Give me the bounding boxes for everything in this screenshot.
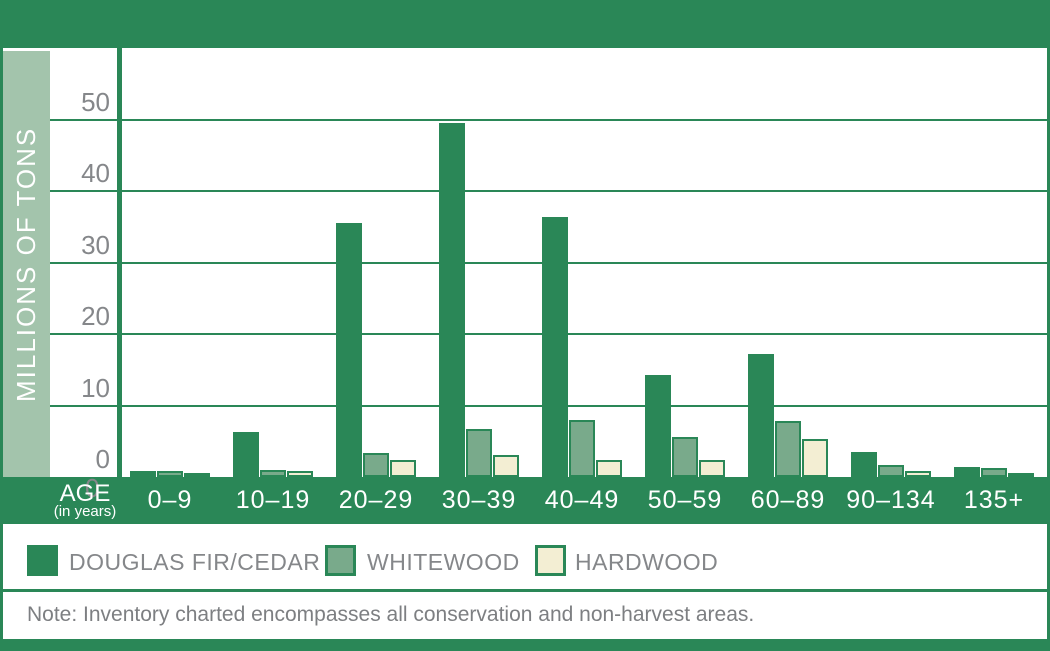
bar-whitewood-40-49 bbox=[569, 420, 595, 477]
bar-hardwood-40-49 bbox=[596, 460, 622, 477]
x-tick-label-135: 135+ bbox=[963, 486, 1025, 514]
bar-whitewood-60-89 bbox=[775, 421, 801, 477]
bar-whitewood-0-9 bbox=[157, 471, 183, 477]
bar-douglas-fir-cedar-40-49 bbox=[542, 217, 568, 477]
x-tick-label-30-39: 30–39 bbox=[441, 486, 517, 514]
bar-douglas-fir-cedar-10-19 bbox=[233, 432, 259, 477]
legend-label-whitewood: WHITEWOOD bbox=[367, 549, 520, 575]
top-title-band bbox=[0, 0, 1050, 48]
bar-whitewood-30-39 bbox=[466, 429, 492, 477]
x-tick-label-10-19: 10–19 bbox=[235, 486, 311, 514]
x-axis-origin-tick: 0 bbox=[85, 473, 100, 503]
y-tick-label-40: 40 bbox=[81, 158, 110, 188]
bar-hardwood-20-29 bbox=[390, 460, 416, 477]
note-area: Note: Inventory charted encompasses all … bbox=[3, 592, 1047, 639]
legend-label-douglas-fir-cedar: DOUGLAS FIR/CEDAR bbox=[69, 549, 321, 575]
x-tick-label-20-29: 20–29 bbox=[338, 486, 414, 514]
y-tick-label-10: 10 bbox=[81, 373, 110, 403]
legend-swatch-whitewood bbox=[325, 545, 356, 576]
bar-douglas-fir-cedar-60-89 bbox=[748, 354, 774, 477]
bottom-band bbox=[0, 639, 1050, 651]
note-text: Note: Inventory charted encompasses all … bbox=[27, 603, 755, 626]
page-border-right bbox=[1047, 0, 1050, 651]
gridline-40 bbox=[50, 190, 1047, 192]
gridline-50 bbox=[50, 119, 1047, 121]
x-tick-label-50-59: 50–59 bbox=[647, 486, 723, 514]
x-axis-subtitle: (in years) bbox=[53, 503, 117, 520]
bar-whitewood-90-134 bbox=[878, 465, 904, 477]
bar-whitewood-10-19 bbox=[260, 470, 286, 477]
note-divider-line bbox=[0, 589, 1050, 592]
legend-swatch-douglas-fir-cedar bbox=[27, 545, 58, 576]
bar-hardwood-30-39 bbox=[493, 455, 519, 477]
page-border-left bbox=[0, 0, 3, 651]
y-axis-line bbox=[117, 48, 122, 477]
bar-douglas-fir-cedar-50-59 bbox=[645, 375, 671, 477]
bar-whitewood-135 bbox=[981, 468, 1007, 477]
legend: DOUGLAS FIR/CEDAR WHITEWOOD HARDWOOD bbox=[3, 524, 1047, 589]
bar-hardwood-60-89 bbox=[802, 439, 828, 477]
y-tick-label-50: 50 bbox=[81, 87, 110, 117]
x-tick-label-0-9: 0–9 bbox=[147, 486, 193, 514]
bar-hardwood-10-19 bbox=[287, 471, 313, 477]
bar-hardwood-0-9 bbox=[184, 473, 210, 477]
bar-whitewood-50-59 bbox=[672, 437, 698, 477]
bar-hardwood-135 bbox=[1008, 473, 1034, 477]
x-tick-label-40-49: 40–49 bbox=[544, 486, 620, 514]
y-tick-label-20: 20 bbox=[81, 301, 110, 331]
y-tick-label-0: 0 bbox=[95, 444, 110, 474]
x-axis-band bbox=[0, 477, 1050, 524]
x-tick-label-90-134: 90–134 bbox=[846, 486, 936, 514]
y-tick-label-30: 30 bbox=[81, 230, 110, 260]
legend-swatch-hardwood bbox=[535, 545, 566, 576]
bar-douglas-fir-cedar-20-29 bbox=[336, 223, 362, 477]
bar-douglas-fir-cedar-30-39 bbox=[439, 123, 465, 477]
x-tick-label-60-89: 60–89 bbox=[750, 486, 826, 514]
x-axis-title: AGE bbox=[59, 480, 111, 507]
y-axis-title-strip: MILLIONS OF TONS bbox=[3, 51, 50, 477]
bar-douglas-fir-cedar-135 bbox=[954, 467, 980, 477]
bar-douglas-fir-cedar-90-134 bbox=[851, 452, 877, 477]
bar-hardwood-90-134 bbox=[905, 471, 931, 477]
bar-douglas-fir-cedar-0-9 bbox=[130, 471, 156, 477]
bar-whitewood-20-29 bbox=[363, 453, 389, 477]
legend-label-hardwood: HARDWOOD bbox=[575, 549, 719, 575]
bar-hardwood-50-59 bbox=[699, 460, 725, 477]
